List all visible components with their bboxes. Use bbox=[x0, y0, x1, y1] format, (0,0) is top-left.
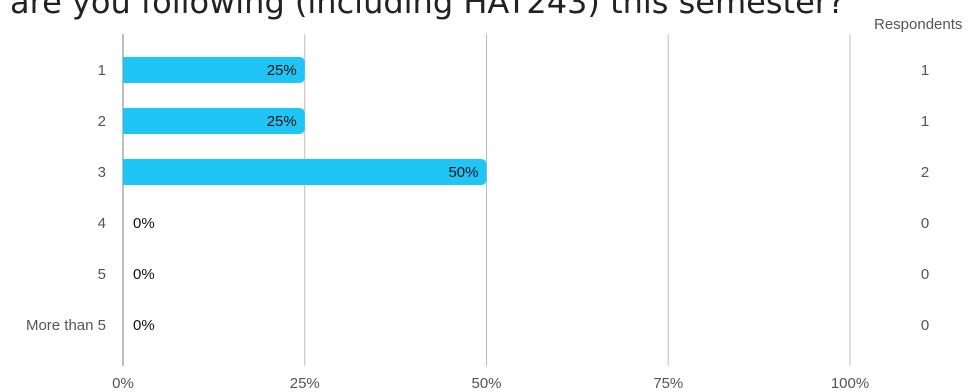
bar bbox=[123, 57, 305, 83]
respondents-header: Respondents bbox=[874, 16, 963, 33]
bar-value-label: 0% bbox=[133, 266, 155, 283]
bar-layer bbox=[123, 57, 487, 185]
bar bbox=[123, 108, 305, 134]
respondent-count: 1 bbox=[921, 62, 929, 79]
x-tick-label: 100% bbox=[831, 375, 869, 392]
bar bbox=[123, 159, 487, 185]
bar-value-label: 50% bbox=[448, 164, 478, 181]
bar-value-label: 0% bbox=[133, 215, 155, 232]
label-layer: 0% 25% 50% 75% 100%1 25% 12 25% 13 50% 24 0% 05 0% 0Mo… bbox=[26, 62, 929, 392]
grid-layer bbox=[122, 34, 851, 366]
category-label: 1 bbox=[98, 62, 106, 79]
bar-value-label: 0% bbox=[133, 317, 155, 334]
x-tick-label: 50% bbox=[471, 375, 501, 392]
x-tick-label: 75% bbox=[653, 375, 683, 392]
chart-title: are you following (including HAT243) thi… bbox=[10, 0, 845, 21]
x-tick-label: 0% bbox=[112, 375, 134, 392]
respondent-count: 0 bbox=[921, 317, 929, 334]
respondent-count: 2 bbox=[921, 164, 929, 181]
category-label: 2 bbox=[98, 113, 106, 130]
category-label: More than 5 bbox=[26, 317, 106, 334]
category-label: 3 bbox=[98, 164, 106, 181]
bar-value-label: 25% bbox=[267, 113, 297, 130]
bar-value-label: 25% bbox=[267, 62, 297, 79]
category-label: 5 bbox=[98, 266, 106, 283]
respondent-count: 0 bbox=[921, 266, 929, 283]
x-tick-label: 25% bbox=[290, 375, 320, 392]
category-label: 4 bbox=[98, 215, 106, 232]
respondent-count: 1 bbox=[921, 113, 929, 130]
respondent-count: 0 bbox=[921, 215, 929, 232]
